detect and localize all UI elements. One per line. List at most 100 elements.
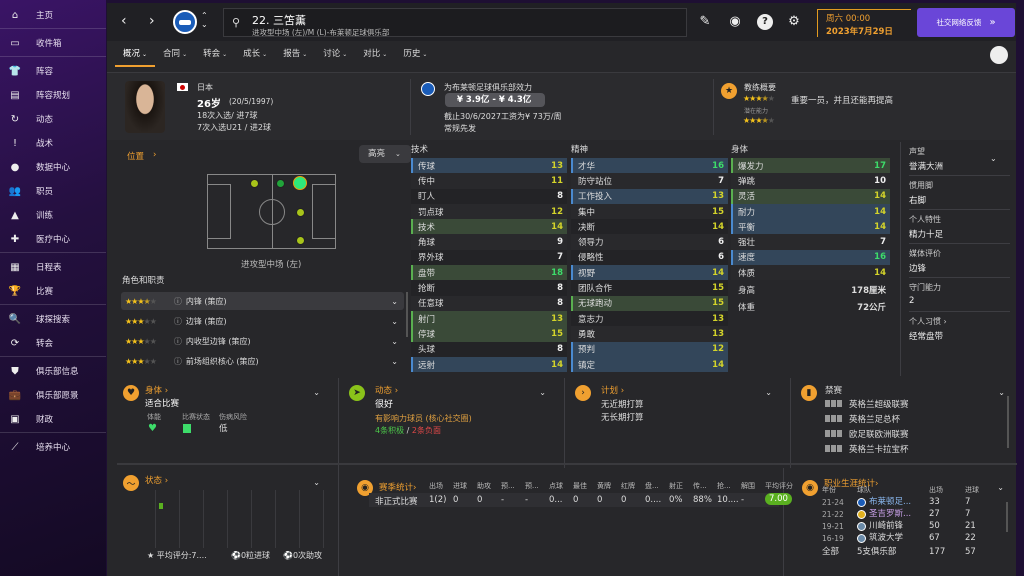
help-icon[interactable]: ? <box>757 14 773 30</box>
sidebar-item-6[interactable]: ● 数据中心 <box>0 155 106 179</box>
role-row[interactable]: ★★★★★ ⓘ 前场组织核心 (策应) ⌄ <box>121 352 404 370</box>
stat-header[interactable]: 预... <box>501 482 515 490</box>
stat-header[interactable]: 射正 <box>669 482 683 490</box>
attribute-row[interactable]: 速度 16 <box>731 249 890 266</box>
chevron-down-icon[interactable]: ⌄ <box>391 336 398 346</box>
stat-header[interactable]: 出场 <box>429 482 443 490</box>
attribute-row[interactable]: 集中 15 <box>571 203 728 220</box>
attribute-row[interactable]: 停球 15 <box>411 326 567 342</box>
attribute-row[interactable]: 耐力 14 <box>731 203 890 220</box>
attribute-row[interactable]: 镇定 14 <box>571 356 728 373</box>
stat-header[interactable]: 最佳 <box>573 482 587 490</box>
attribute-row[interactable]: 强壮 7 <box>731 234 890 250</box>
sidebar-item-5[interactable]: ! 战术 <box>0 131 106 155</box>
chevron-down-icon[interactable]: ⌄ <box>391 316 398 326</box>
chevron-down-icon[interactable]: ⌄ <box>313 478 320 487</box>
attribute-row[interactable]: 爆发力 17 <box>731 158 890 174</box>
tab-2[interactable]: 转会 ⌄ <box>195 43 235 67</box>
position-link[interactable]: 位置 <box>127 152 145 162</box>
chevron-down-icon[interactable]: ⌄ <box>990 154 997 163</box>
sidebar-item-17[interactable]: ⟋ 培养中心 <box>0 435 106 459</box>
attribute-row[interactable]: 才华 16 <box>571 158 728 174</box>
role-row[interactable]: ★★★★★ ⓘ 内锋 (策应) ⌄ <box>121 292 404 310</box>
career-cell[interactable]: 圣吉罗斯... <box>869 509 912 519</box>
attribute-row[interactable]: 勇敢 13 <box>571 326 728 342</box>
attribute-row[interactable]: 无球跑动 15 <box>571 295 728 311</box>
sidebar-item-1[interactable]: ▭ 收件箱 <box>0 31 106 55</box>
club-badge[interactable] <box>173 10 197 34</box>
scrollbar[interactable] <box>406 292 408 337</box>
attribute-row[interactable]: 传球 13 <box>411 158 567 174</box>
info-icon[interactable]: ⓘ <box>173 356 182 366</box>
attribute-row[interactable]: 工作投入 13 <box>571 188 728 204</box>
stat-header[interactable]: 助攻 <box>477 482 491 490</box>
attribute-row[interactable]: 团队合作 15 <box>571 280 728 296</box>
chevron-down-icon[interactable]: ⌄ <box>765 388 772 397</box>
attribute-row[interactable]: 意志力 13 <box>571 310 728 327</box>
info-icon[interactable]: ⓘ <box>173 316 182 326</box>
career-stats-title[interactable]: 职业生涯统计› <box>824 479 879 489</box>
tab-7[interactable]: 历史 ⌄ <box>395 43 435 67</box>
info-icon[interactable]: ⓘ <box>173 296 182 306</box>
chevron-down-icon[interactable]: ⌄ <box>313 388 320 397</box>
tips-icon[interactable]: ◉ <box>729 14 741 29</box>
form-title[interactable]: 状态 › <box>145 476 169 486</box>
sidebar-item-16[interactable]: ▣ 财政 <box>0 407 106 431</box>
highlight-dropdown[interactable]: 高亮 ⌄ <box>359 145 411 163</box>
attribute-row[interactable]: 射门 13 <box>411 310 567 327</box>
sidebar-item-3[interactable]: ▤ 阵容规划 <box>0 83 106 107</box>
tab-3[interactable]: 成长 ⌄ <box>235 43 275 67</box>
stat-header[interactable]: 平均评分 <box>765 482 793 490</box>
sidebar-item-12[interactable]: 🔍 球探搜索 <box>0 307 106 331</box>
stat-header[interactable]: 传... <box>693 482 707 490</box>
attribute-row[interactable]: 弹跳 10 <box>731 173 890 189</box>
attribute-row[interactable]: 决断 14 <box>571 219 728 235</box>
gear-icon[interactable]: ⚙ <box>788 14 800 29</box>
career-cell[interactable]: 筑波大学 <box>869 533 904 543</box>
attribute-row[interactable]: 远射 14 <box>411 356 567 373</box>
edit-icon[interactable]: ✎ <box>699 14 711 29</box>
attribute-row[interactable]: 罚点球 12 <box>411 203 567 220</box>
chevron-down-icon[interactable]: ⌄ <box>998 388 1005 397</box>
forward-button[interactable]: › <box>149 13 155 29</box>
sidebar-item-7[interactable]: 👥 职员 <box>0 179 106 203</box>
attribute-row[interactable]: 防守站位 7 <box>571 173 728 189</box>
stat-header[interactable]: 预... <box>525 482 539 490</box>
sidebar-item-2[interactable]: 👕 阵容 <box>0 59 106 83</box>
stat-header[interactable]: 抢... <box>717 482 731 490</box>
attribute-row[interactable]: 侵略性 6 <box>571 249 728 266</box>
info-label[interactable]: 个人习惯 › <box>909 317 947 326</box>
attribute-row[interactable]: 盘带 18 <box>411 265 567 281</box>
sidebar-item-14[interactable]: ⛊ 俱乐部信息 <box>0 359 106 383</box>
attribute-row[interactable]: 灵活 14 <box>731 188 890 204</box>
attribute-row[interactable]: 领导力 6 <box>571 234 728 250</box>
search-box[interactable]: ⚲ 22. 三笘薰 进攻型中场 (左)/M (L)-布莱顿足球俱乐部 <box>223 8 687 37</box>
tab-0[interactable]: 概况 ⌄ <box>115 43 156 67</box>
info-icon[interactable]: ⓘ <box>173 336 182 346</box>
player-switch-icon[interactable]: ⌃ ⌄ <box>201 11 208 29</box>
attribute-row[interactable]: 角球 9 <box>411 234 567 250</box>
stat-header[interactable]: 黄牌 <box>597 482 611 490</box>
chevron-down-icon[interactable]: ⌄ <box>539 388 546 397</box>
tab-4[interactable]: 报告 ⌄ <box>275 43 315 67</box>
sidebar-item-0[interactable]: ⌂ 主页 <box>0 3 106 27</box>
dynamics-title[interactable]: 动态 › <box>375 386 399 396</box>
attribute-row[interactable]: 视野 14 <box>571 265 728 281</box>
stat-header[interactable]: 盘... <box>645 482 659 490</box>
attribute-row[interactable]: 传中 11 <box>411 173 567 189</box>
stat-header[interactable]: 进球 <box>453 482 467 490</box>
scrollbar[interactable] <box>1007 396 1009 448</box>
people-icon[interactable] <box>990 46 1008 64</box>
fitness-title[interactable]: 身体 › <box>145 386 169 396</box>
stat-header[interactable]: 解围 <box>741 482 755 490</box>
attribute-row[interactable]: 技术 14 <box>411 219 567 235</box>
tab-6[interactable]: 对比 ⌄ <box>355 43 395 67</box>
attribute-row[interactable]: 头球 8 <box>411 341 567 357</box>
stat-header[interactable]: 红牌 <box>621 482 635 490</box>
attribute-row[interactable]: 抢断 8 <box>411 280 567 296</box>
social-feedback-button[interactable]: 社交网络反馈 » <box>917 8 1015 37</box>
role-row[interactable]: ★★★★★ ⓘ 边锋 (策应) ⌄ <box>121 312 404 330</box>
sidebar-item-9[interactable]: ✚ 医疗中心 <box>0 227 106 251</box>
attribute-row[interactable]: 盯人 8 <box>411 188 567 204</box>
sidebar-item-10[interactable]: ▦ 日程表 <box>0 255 106 279</box>
